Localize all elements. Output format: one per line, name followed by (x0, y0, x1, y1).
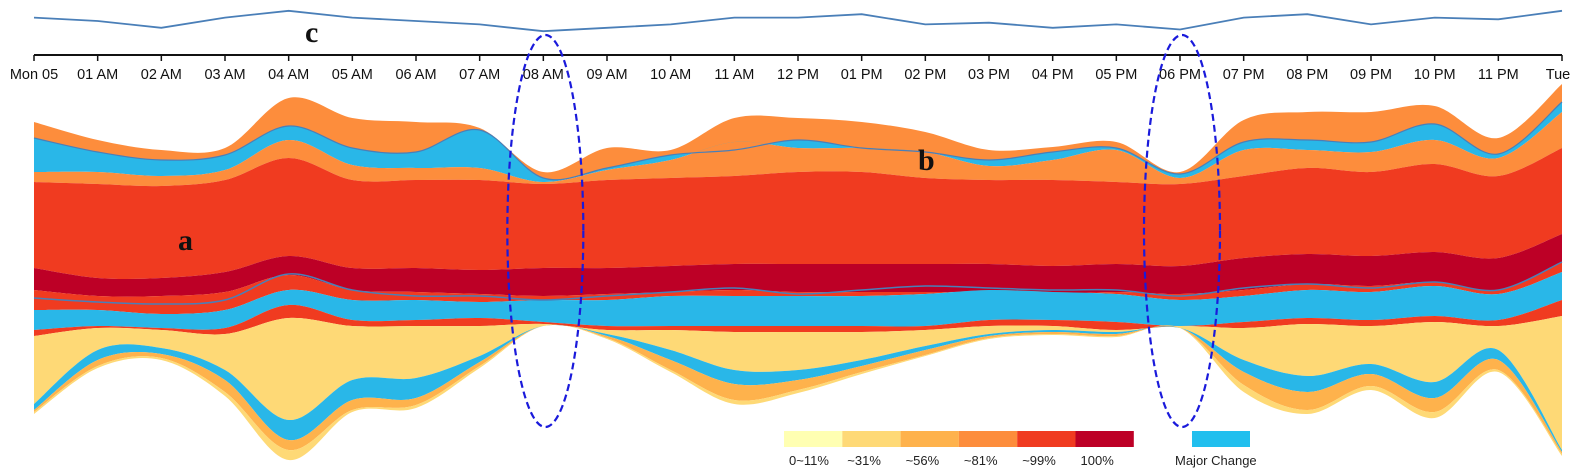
legend: 0~11% ~31% ~56% ~81% ~99% 100% Major Change (784, 431, 1257, 468)
tick-label: 01 PM (841, 67, 883, 83)
highlight-ellipse-1 (506, 33, 585, 429)
tick-label: 03 AM (204, 67, 245, 83)
tick-label: 07 AM (459, 67, 500, 83)
legend-label: ~31% (847, 453, 881, 468)
stream-separator-line (33, 261, 1563, 305)
legend-swatch (1017, 431, 1076, 447)
tick-label: 05 PM (1095, 67, 1137, 83)
tick-label: 10 AM (650, 67, 691, 83)
tick-label: Tue (1546, 67, 1570, 83)
legend-swatch (1075, 431, 1134, 447)
tick-label: 06 PM (1159, 67, 1201, 83)
stream-top-line (33, 101, 1563, 181)
tick-label: 10 PM (1414, 67, 1456, 83)
tick-label: 09 PM (1350, 67, 1392, 83)
tick-label: 04 PM (1032, 67, 1074, 83)
layer-top-orange (34, 84, 1562, 180)
tick-label: 04 AM (268, 67, 309, 83)
legend-label-major-change: Major Change (1175, 453, 1257, 468)
layer-bottom-red (34, 300, 1562, 336)
tick-label: 07 PM (1223, 67, 1265, 83)
highlight-ellipse-2 (1142, 33, 1222, 429)
layer-lower-red (34, 262, 1562, 314)
legend-swatch-major-change (1192, 431, 1250, 447)
tick-label: 08 AM (523, 67, 564, 83)
layer-yellow-lower (34, 324, 1562, 461)
annotation-b: b (918, 144, 935, 177)
layer-upper-orange (34, 112, 1562, 187)
layer-core-darkred (34, 234, 1562, 297)
legend-swatch (900, 431, 959, 447)
overview-line-chart (33, 9, 1563, 33)
annotations: a b c (178, 16, 935, 257)
legend-swatch (842, 431, 901, 447)
tick-label: 02 PM (904, 67, 946, 83)
tick-label: 12 PM (777, 67, 819, 83)
tick-label: 09 AM (586, 67, 627, 83)
annotation-a: a (178, 224, 193, 257)
legend-label: ~99% (1022, 453, 1056, 468)
tick-label: 01 AM (77, 67, 118, 83)
stream-layers (33, 84, 1563, 461)
overview-line (33, 9, 1563, 33)
tick-label: Mon 05 (10, 67, 58, 83)
legend-swatch (784, 431, 843, 447)
legend-label: 100% (1081, 453, 1115, 468)
tick-label: 11 PM (1478, 67, 1519, 83)
tick-label: 11 AM (714, 67, 754, 83)
layer-orange-lower (34, 324, 1562, 454)
time-axis: Mon 05 01 AM 02 AM 03 AM 04 AM 05 AM 06 AM 07 A… (10, 54, 1570, 83)
tick-label: 06 AM (395, 67, 436, 83)
layer-top-cyan (34, 102, 1562, 183)
highlight-ellipses (506, 33, 1222, 429)
legend-label: 0~11% (789, 453, 829, 468)
legend-label: ~81% (964, 453, 998, 468)
legend-label: ~56% (906, 453, 940, 468)
layer-cyan-main (34, 324, 1562, 452)
tick-label: 03 PM (968, 67, 1010, 83)
tick-label: 02 AM (141, 67, 182, 83)
tick-label: 08 PM (1286, 67, 1328, 83)
layer-light-yellow (34, 316, 1562, 450)
tick-label: 05 AM (332, 67, 373, 83)
annotation-c: c (305, 16, 318, 49)
legend-swatch (958, 431, 1018, 447)
layer-upper-red (34, 148, 1562, 280)
layer-lower-cyan (34, 272, 1562, 330)
